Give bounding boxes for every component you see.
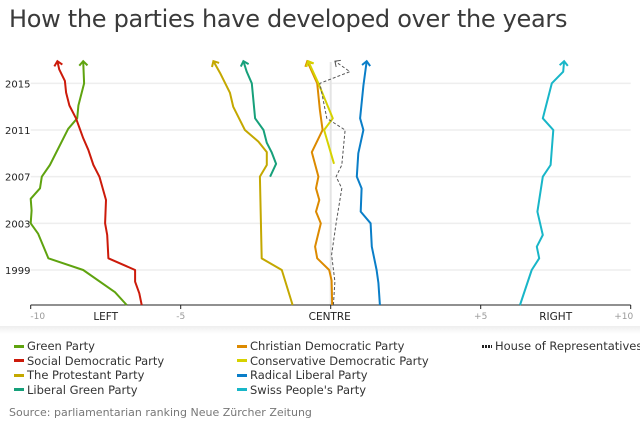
arrowhead-icon xyxy=(239,59,250,68)
legend-item: Radical Liberal Party xyxy=(237,368,429,383)
series-line xyxy=(212,60,294,306)
series-conservative-democratic-party xyxy=(305,59,335,165)
series-line xyxy=(306,60,334,306)
x-tick-label: -10 xyxy=(30,312,45,322)
x-region-label: LEFT xyxy=(93,311,118,323)
arrowhead-icon xyxy=(211,59,220,68)
x-tick-label: -5 xyxy=(176,312,185,322)
legend-swatch-icon xyxy=(14,359,24,363)
legend-swatch-icon xyxy=(482,344,492,348)
legend-swatch-icon xyxy=(237,344,247,348)
legend-swatch-icon xyxy=(237,388,247,392)
y-tick-label: 2015 xyxy=(5,79,30,90)
series-line xyxy=(29,61,128,306)
x-region-label: RIGHT xyxy=(539,311,572,323)
chart-plot: 1999 2003 2007 2011 2015 -10 -5 +5 +10 LEFT CENTRE… xyxy=(5,59,633,323)
legend-item: Liberal Green Party xyxy=(14,383,164,398)
legend-column-1: Green Party Social Democratic Party The Pr… xyxy=(14,339,164,397)
series-line xyxy=(519,61,566,306)
legend-item: Green Party xyxy=(14,339,164,354)
series-social-democratic-party xyxy=(53,59,143,306)
legend-swatch-icon xyxy=(14,388,24,392)
legend-label: Christian Democratic Party xyxy=(250,339,405,353)
legend-label: Liberal Green Party xyxy=(27,382,138,397)
series-line xyxy=(355,61,381,306)
series-line xyxy=(319,60,351,306)
legend-label: Swiss People's Party xyxy=(250,382,367,397)
legend-label: House of Representatives xyxy=(495,339,640,353)
legend-label: Conservative Democratic Party xyxy=(250,353,429,368)
x-tick-label: +5 xyxy=(474,312,487,322)
series-green-party xyxy=(29,59,128,306)
legend-item: Christian Democratic Party xyxy=(237,339,429,354)
legend-item: Social Democratic Party xyxy=(14,354,164,369)
series-house-of-representatives xyxy=(319,59,351,306)
arrowhead-icon xyxy=(558,59,569,67)
source-note: Source: parliamentarian ranking Neue Zür… xyxy=(9,406,312,419)
legend-swatch-icon xyxy=(14,344,24,348)
series-liberal-green-party xyxy=(239,59,278,178)
legend-column-2: Christian Democratic Party Conservative D… xyxy=(237,339,429,397)
legend-swatch-icon xyxy=(237,359,247,363)
arrowhead-icon xyxy=(53,59,63,67)
arrowhead-icon xyxy=(78,59,89,67)
legend-label: Social Democratic Party xyxy=(27,353,165,368)
y-tick-label: 2003 xyxy=(5,219,30,230)
series-the-protestant-party xyxy=(211,59,294,306)
y-tick-label: 2011 xyxy=(5,126,30,137)
arrowhead-icon xyxy=(334,59,341,68)
legend-divider xyxy=(0,326,640,334)
legend-swatch-icon xyxy=(14,373,24,377)
arrowhead-icon xyxy=(361,59,371,67)
legend-item: Swiss People's Party xyxy=(237,383,429,398)
legend-label: Radical Liberal Party xyxy=(250,368,368,382)
series-line xyxy=(56,60,143,306)
series-swiss-people-s-party xyxy=(519,59,569,306)
y-tick-label: 2007 xyxy=(5,173,30,184)
legend-item: Conservative Democratic Party xyxy=(237,354,429,369)
x-region-label: CENTRE xyxy=(309,311,351,323)
series-christian-democratic-party xyxy=(304,59,334,306)
legend-item: House of Representatives xyxy=(482,339,640,354)
series-radical-liberal-party xyxy=(355,59,381,306)
arrowhead-icon xyxy=(305,59,315,68)
x-tick-label: +10 xyxy=(614,312,633,322)
legend-item: The Protestant Party xyxy=(14,368,164,383)
chart-title: How the parties have developed over the … xyxy=(9,5,568,33)
y-tick-label: 1999 xyxy=(5,266,30,277)
legend-column-3: House of Representatives xyxy=(482,339,640,354)
legend-label: Green Party xyxy=(27,339,95,353)
series-line xyxy=(242,60,278,178)
legend-swatch-icon xyxy=(237,373,247,377)
legend-label: The Protestant Party xyxy=(27,368,145,382)
